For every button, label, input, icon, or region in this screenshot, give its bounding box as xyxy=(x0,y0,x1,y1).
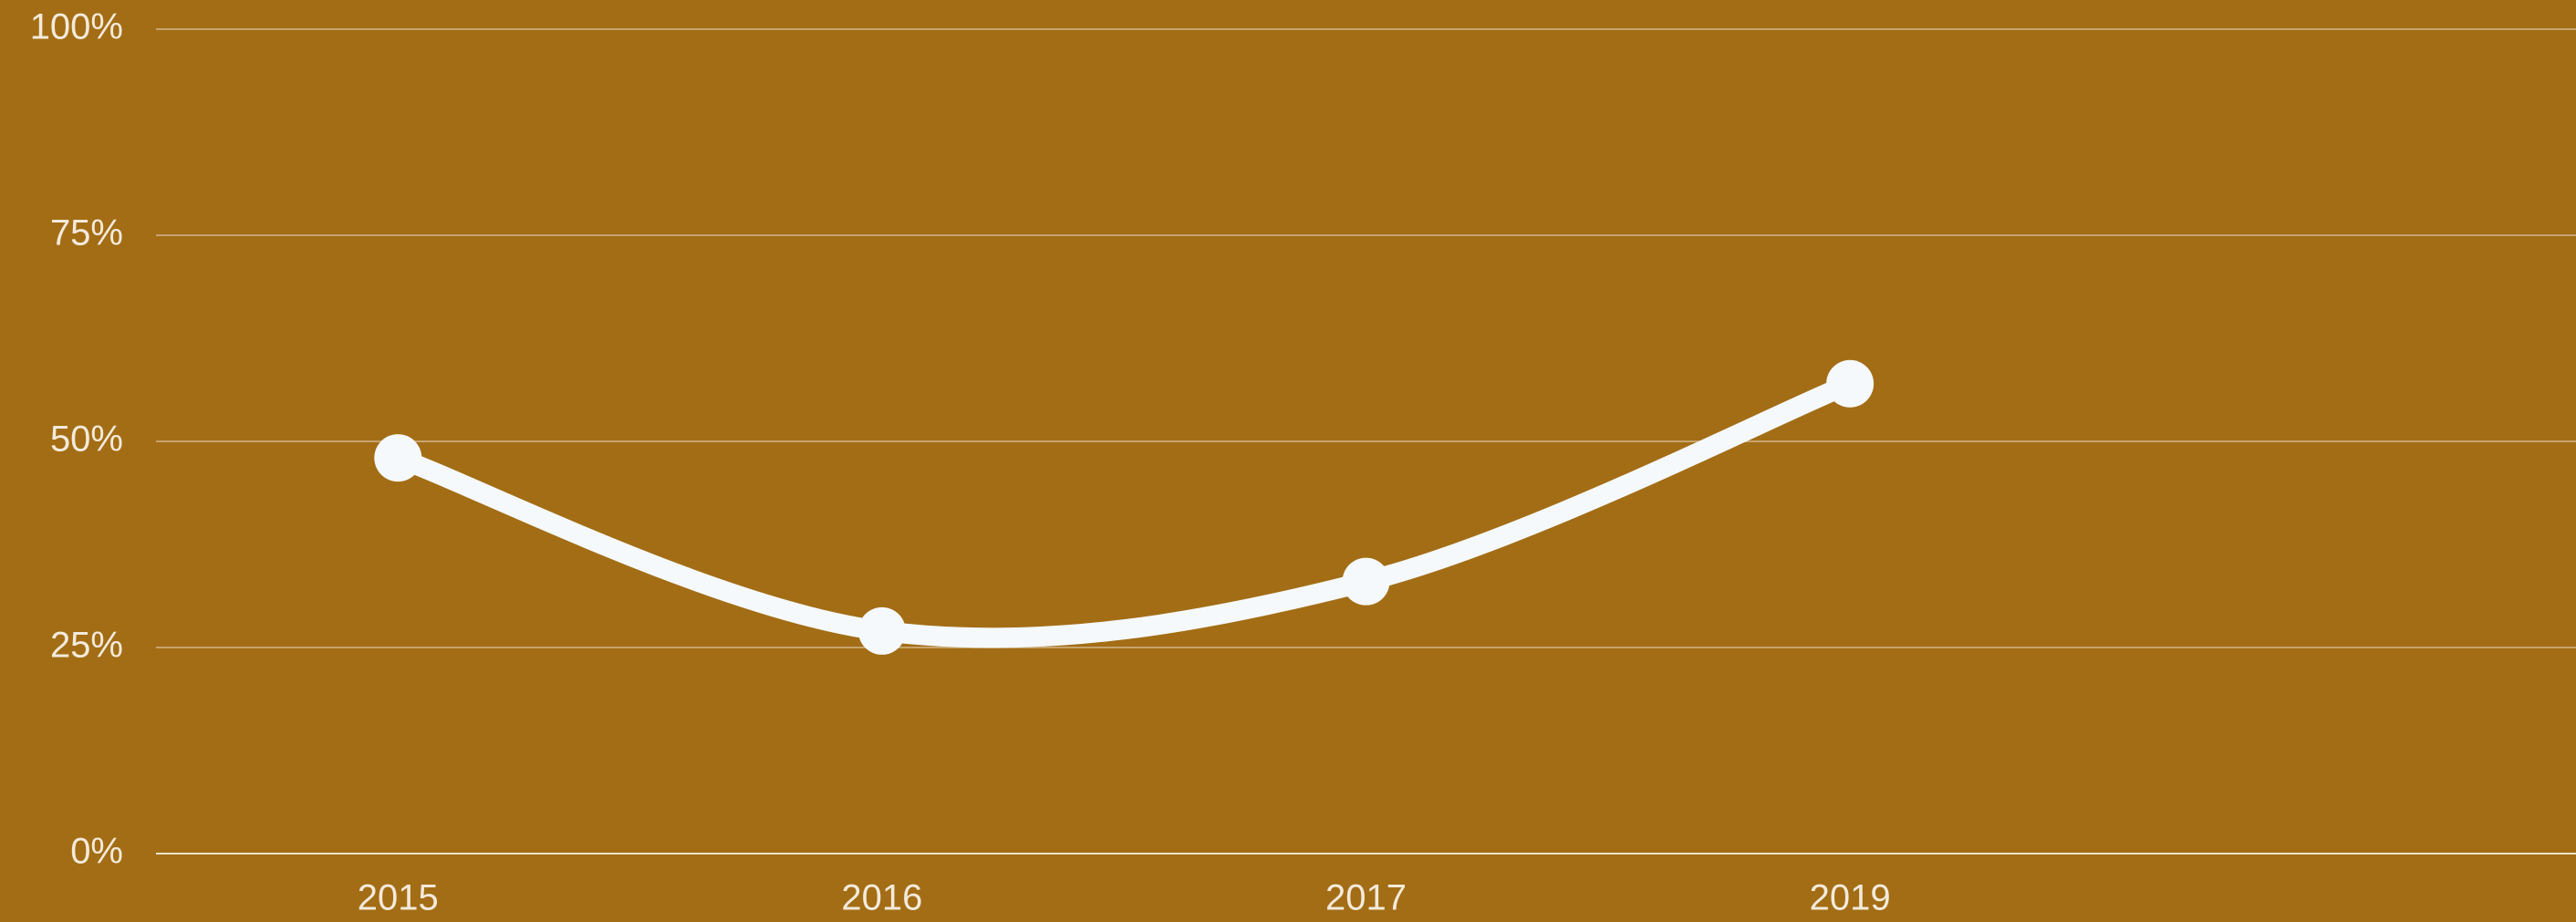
y-tick-label: 100% xyxy=(30,7,123,47)
line xyxy=(388,373,1861,648)
x-tick-label: 2016 xyxy=(841,878,922,918)
y-tick-label: 75% xyxy=(50,213,123,254)
point xyxy=(1826,359,1875,408)
point xyxy=(857,606,906,655)
y-tick-label: 0% xyxy=(70,832,123,872)
point xyxy=(374,434,422,482)
y-tick-label: 50% xyxy=(50,420,123,460)
y-tick-label: 25% xyxy=(50,626,123,666)
point xyxy=(1342,557,1390,606)
x-tick-label: 2019 xyxy=(1810,878,1891,918)
x-tick-label: 2017 xyxy=(1325,878,1407,918)
x-tick-label: 2015 xyxy=(358,878,439,918)
